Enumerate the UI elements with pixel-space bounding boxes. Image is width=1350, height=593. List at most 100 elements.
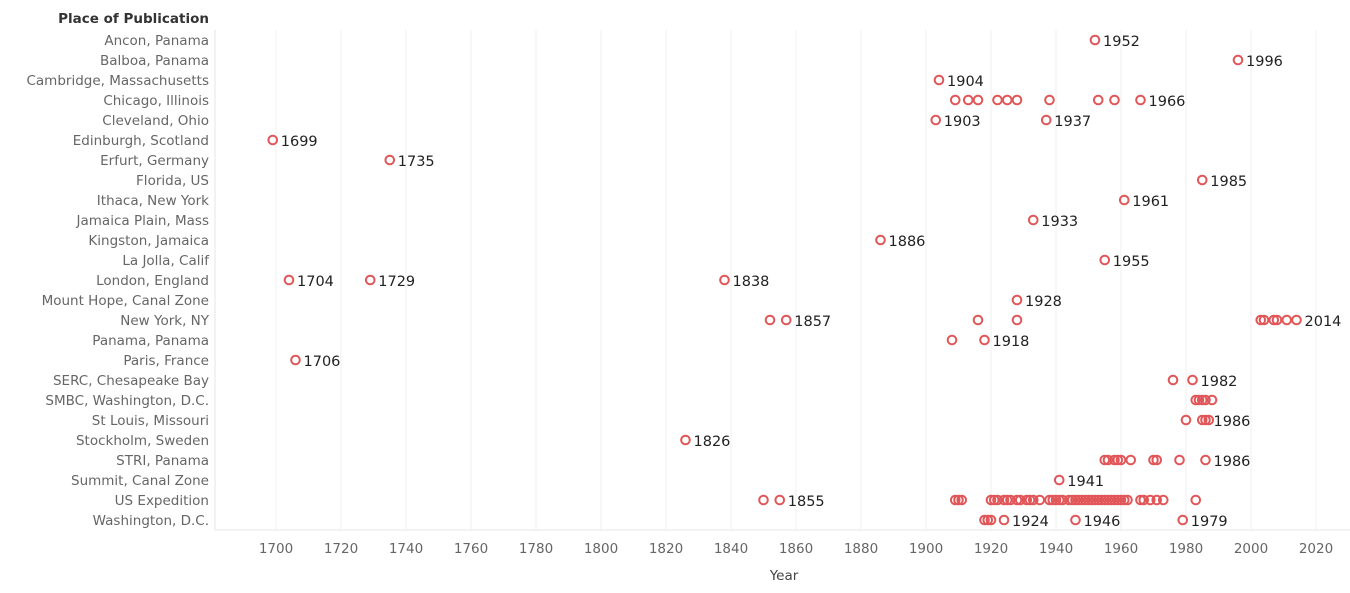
data-point[interactable] <box>972 94 984 106</box>
data-point[interactable] <box>1206 394 1218 406</box>
data-point[interactable] <box>1079 494 1091 506</box>
data-point[interactable] <box>1151 494 1163 506</box>
data-point[interactable] <box>985 494 997 506</box>
data-point[interactable] <box>1157 494 1169 506</box>
data-point[interactable] <box>956 494 968 506</box>
data-point[interactable] <box>1144 494 1156 506</box>
data-point[interactable] <box>1027 494 1039 506</box>
data-point[interactable] <box>1112 494 1124 506</box>
data-point[interactable] <box>998 494 1010 506</box>
data-point[interactable] <box>1281 314 1293 326</box>
data-point[interactable] <box>979 514 990 526</box>
data-point[interactable] <box>1027 214 1039 226</box>
data-point[interactable] <box>1053 494 1065 506</box>
data-point[interactable] <box>985 514 997 526</box>
data-point[interactable] <box>1024 494 1036 506</box>
data-point[interactable] <box>1258 314 1270 326</box>
data-point[interactable] <box>1125 454 1137 466</box>
data-point[interactable] <box>384 154 396 166</box>
data-point[interactable] <box>953 494 964 506</box>
data-point[interactable] <box>1122 494 1133 506</box>
data-point[interactable] <box>780 314 792 326</box>
data-point[interactable] <box>1089 34 1101 46</box>
data-point[interactable] <box>1053 474 1065 486</box>
data-point[interactable] <box>1021 494 1033 506</box>
data-point[interactable] <box>719 274 730 286</box>
data-point[interactable] <box>1099 254 1111 266</box>
data-point[interactable] <box>1105 494 1117 506</box>
data-point[interactable] <box>1073 494 1085 506</box>
data-point[interactable] <box>1099 454 1111 466</box>
data-point[interactable] <box>1011 94 1023 106</box>
data-point[interactable] <box>949 94 961 106</box>
data-point[interactable] <box>1187 374 1198 386</box>
data-point[interactable] <box>1011 314 1023 326</box>
data-point[interactable] <box>1151 454 1163 466</box>
data-point[interactable] <box>364 274 376 286</box>
data-point[interactable] <box>1044 94 1055 106</box>
data-point[interactable] <box>1203 414 1215 426</box>
data-point[interactable] <box>1011 494 1023 506</box>
data-point[interactable] <box>930 114 942 126</box>
data-point[interactable] <box>1086 494 1098 506</box>
data-point[interactable] <box>1271 314 1283 326</box>
data-point[interactable] <box>1200 394 1211 406</box>
data-point[interactable] <box>1011 294 1023 306</box>
data-point[interactable] <box>1180 414 1192 426</box>
data-point[interactable] <box>1070 514 1081 526</box>
data-point[interactable] <box>992 494 1003 506</box>
data-point[interactable] <box>1092 94 1104 106</box>
data-point[interactable] <box>1196 394 1208 406</box>
data-point[interactable] <box>1047 494 1059 506</box>
data-point[interactable] <box>1040 114 1052 126</box>
data-point[interactable] <box>1102 494 1114 506</box>
data-point[interactable] <box>949 494 961 506</box>
data-point[interactable] <box>1196 174 1208 186</box>
data-point[interactable] <box>1193 394 1205 406</box>
data-point[interactable] <box>1057 494 1068 506</box>
data-point[interactable] <box>1115 454 1127 466</box>
data-point[interactable] <box>1099 494 1111 506</box>
data-point[interactable] <box>1177 514 1189 526</box>
data-point[interactable] <box>946 334 958 346</box>
data-point[interactable] <box>1190 394 1202 406</box>
data-point[interactable] <box>1089 494 1101 506</box>
data-point[interactable] <box>1014 494 1026 506</box>
data-point[interactable] <box>1001 494 1013 506</box>
data-point[interactable] <box>1118 494 1130 506</box>
data-point[interactable] <box>1118 194 1130 206</box>
data-point[interactable] <box>1200 454 1211 466</box>
data-point[interactable] <box>1291 314 1302 326</box>
data-point[interactable] <box>758 494 769 506</box>
data-point[interactable] <box>1232 54 1244 66</box>
data-point[interactable] <box>774 494 786 506</box>
data-point[interactable] <box>1115 494 1127 506</box>
data-point[interactable] <box>1138 494 1150 506</box>
data-point[interactable] <box>972 314 984 326</box>
data-point[interactable] <box>1005 494 1016 506</box>
data-point[interactable] <box>982 514 994 526</box>
data-point[interactable] <box>1096 494 1107 506</box>
data-point[interactable] <box>1063 494 1075 506</box>
data-point[interactable] <box>992 94 1003 106</box>
data-point[interactable] <box>764 314 776 326</box>
data-point[interactable] <box>1109 94 1120 106</box>
data-point[interactable] <box>1255 314 1267 326</box>
data-point[interactable] <box>1109 494 1120 506</box>
data-point[interactable] <box>1109 454 1120 466</box>
data-point[interactable] <box>1148 454 1159 466</box>
data-point[interactable] <box>1001 94 1013 106</box>
data-point[interactable] <box>1200 414 1211 426</box>
data-point[interactable] <box>1034 494 1046 506</box>
data-point[interactable] <box>988 494 1000 506</box>
data-point[interactable] <box>1190 494 1202 506</box>
data-point[interactable] <box>1167 374 1179 386</box>
data-point[interactable] <box>1076 494 1088 506</box>
data-point[interactable] <box>933 74 945 86</box>
data-point[interactable] <box>1196 414 1208 426</box>
data-point[interactable] <box>1066 494 1078 506</box>
data-point[interactable] <box>1044 494 1055 506</box>
data-point[interactable] <box>1135 494 1146 506</box>
data-point[interactable] <box>1102 454 1114 466</box>
data-point[interactable] <box>1135 94 1146 106</box>
